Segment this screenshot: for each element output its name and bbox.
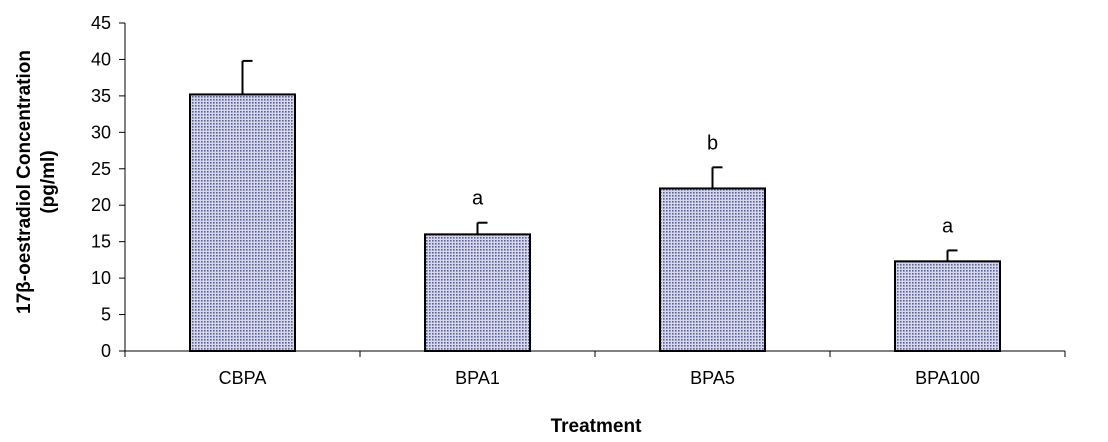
y-tick-label: 5 xyxy=(101,305,111,325)
x-axis-title: Treatment xyxy=(551,416,642,437)
x-category-label: CBPA xyxy=(219,368,267,388)
y-tick-label: 10 xyxy=(91,268,111,288)
y-tick-label: 20 xyxy=(91,195,111,215)
y-axis-title-line-1: 17β-oestradiol Concentration xyxy=(14,50,35,314)
significance-label: a xyxy=(472,188,484,210)
y-tick-label: 0 xyxy=(101,341,111,361)
bar xyxy=(659,187,766,352)
x-category-label: BPA5 xyxy=(690,368,735,388)
plot-area: 0 5 10 15 20 25 30 35 40 45 CBPA BPA1 a BPA5 b BPA100 a xyxy=(91,13,1066,388)
x-category-label: BPA100 xyxy=(915,368,980,388)
y-tick-label: 40 xyxy=(91,49,111,69)
y-tick-label: 45 xyxy=(91,13,111,33)
y-tick-label: 30 xyxy=(91,122,111,142)
y-tick-label: 15 xyxy=(91,232,111,252)
significance-label: a xyxy=(942,215,954,237)
y-axis-title: 17β-oestradiol Concentration (pg/ml) xyxy=(14,50,59,314)
bar xyxy=(424,233,531,352)
significance-label: b xyxy=(707,132,718,154)
x-category-label: BPA1 xyxy=(455,368,500,388)
bar xyxy=(894,260,1001,353)
y-tick-label: 35 xyxy=(91,86,111,106)
y-tick-label: 25 xyxy=(91,159,111,179)
bar xyxy=(189,93,296,352)
y-axis-title-line-2: (pg/ml) xyxy=(38,150,59,213)
